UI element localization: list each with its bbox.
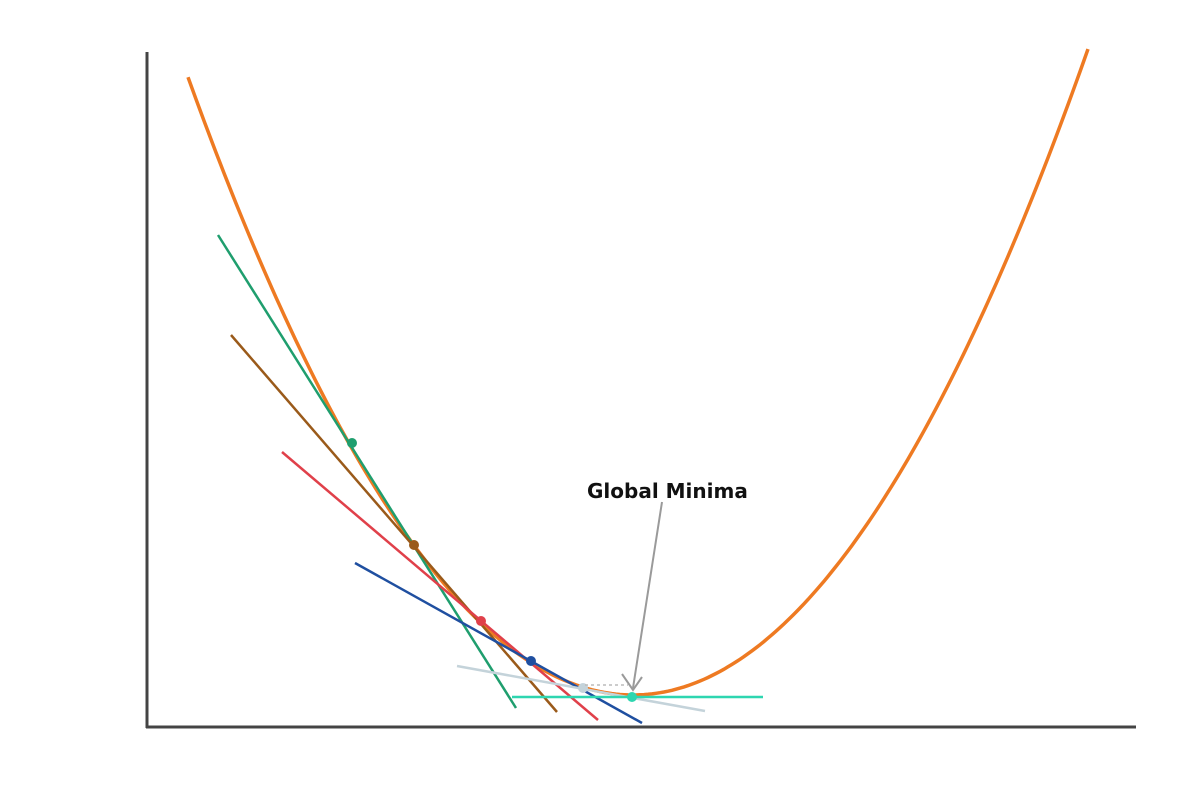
- arrow-icon: [621, 501, 663, 692]
- tangent-lines: [216, 234, 763, 725]
- global-minima-label: Global Minima: [587, 479, 748, 503]
- tangent-line: [216, 234, 518, 709]
- tangent-line: [354, 561, 643, 725]
- tangent-line: [281, 451, 599, 721]
- step-point: [627, 692, 637, 702]
- step-point: [409, 540, 419, 550]
- loss-curve: [186, 48, 1090, 697]
- step-point: [347, 438, 357, 448]
- step-point: [526, 656, 536, 666]
- step-point: [476, 616, 486, 626]
- tangent-line: [230, 334, 558, 713]
